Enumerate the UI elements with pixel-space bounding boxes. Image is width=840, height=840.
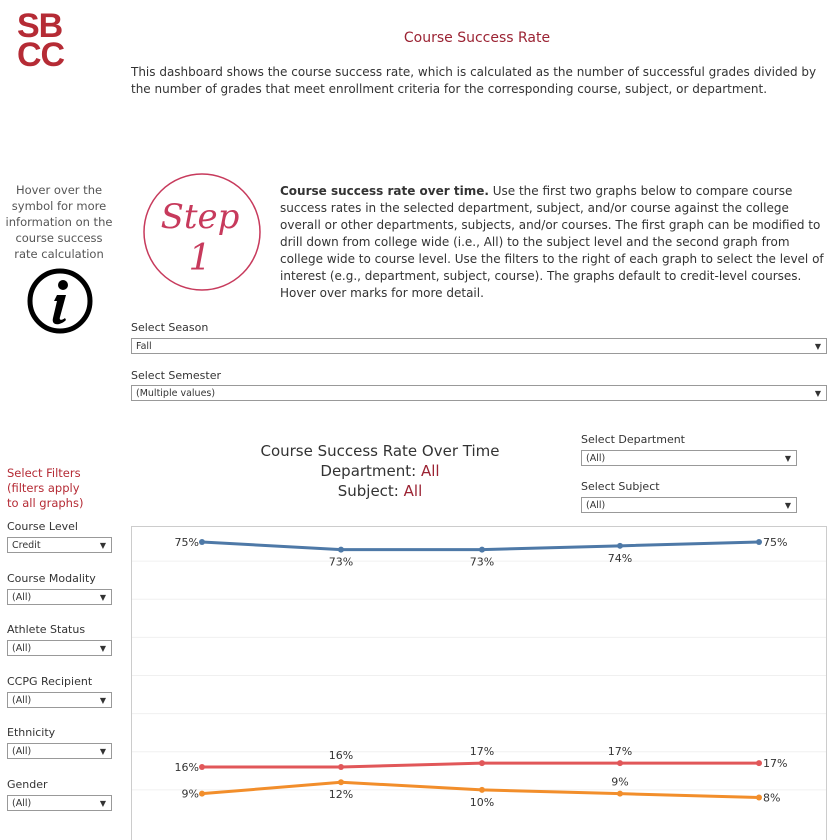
step-description: Course success rate over time. Use the f… xyxy=(280,184,824,300)
semester-label: Select Semester xyxy=(131,369,221,382)
filter-dropdown[interactable]: Credit ▼ xyxy=(7,537,112,553)
data-label: 17% xyxy=(763,757,787,770)
data-label: 9% xyxy=(611,776,628,789)
department-label: Select Department xyxy=(581,433,685,446)
filter-dropdown[interactable]: (All) ▼ xyxy=(7,640,112,657)
filter-dropdown[interactable]: (All) ▼ xyxy=(7,691,112,708)
data-label: 16% xyxy=(329,749,353,762)
data-point[interactable] xyxy=(617,760,623,767)
filter-label: Ethnicity xyxy=(7,726,56,740)
data-label: 75% xyxy=(763,536,787,549)
department-dropdown[interactable]: (All) ▼ xyxy=(581,450,797,466)
filter-label: Course Modality xyxy=(7,571,96,585)
filter-dropdown[interactable]: (All) ▼ xyxy=(7,795,112,811)
chevron-down-icon: ▼ xyxy=(99,592,106,602)
filter-label: Athlete Status xyxy=(7,623,86,637)
data-label: 16% xyxy=(175,761,199,774)
data-point[interactable] xyxy=(756,794,762,801)
data-point[interactable] xyxy=(617,542,623,549)
data-label: 10% xyxy=(470,796,494,809)
data-point[interactable] xyxy=(338,546,344,553)
data-point[interactable] xyxy=(199,763,205,770)
page-description: This dashboard shows the course success … xyxy=(131,65,817,96)
filter-label: CCPG Recipient xyxy=(7,674,93,688)
page-title: Course Success Rate xyxy=(403,30,551,46)
filter-dropdown[interactable]: (All) ▼ xyxy=(7,588,112,605)
data-label: 74% xyxy=(608,552,632,565)
data-point[interactable] xyxy=(338,779,344,786)
chevron-down-icon: ▼ xyxy=(784,501,791,510)
data-label: 12% xyxy=(329,788,353,801)
data-label: 73% xyxy=(470,556,494,569)
chevron-down-icon: ▼ xyxy=(99,747,106,757)
data-label: 8% xyxy=(763,791,780,804)
chevron-down-icon: ▼ xyxy=(99,799,106,808)
success-rate-line-chart: 75% 73% 73% 74% 75% 16% 16% 17% 17% 17% 9% 12% 10% 9%… xyxy=(131,526,827,840)
data-label: 75% xyxy=(175,536,199,549)
season-dropdown[interactable]: Fall ▼ xyxy=(131,338,827,354)
chevron-down-icon: ▼ xyxy=(784,454,791,463)
data-label: 73% xyxy=(329,556,353,569)
subject-label: Select Subject xyxy=(581,480,660,493)
filter-label: Gender xyxy=(7,778,48,791)
data-point[interactable] xyxy=(756,539,762,545)
sbcc-logo: SBCC xyxy=(17,7,65,74)
filter-label: Course Level xyxy=(7,520,78,533)
chevron-down-icon: ▼ xyxy=(99,644,106,654)
season-label: Select Season xyxy=(131,321,209,334)
data-point[interactable] xyxy=(479,760,485,767)
step-word: Step xyxy=(161,197,240,237)
chevron-down-icon: ▼ xyxy=(814,389,821,398)
data-label: 17% xyxy=(608,745,632,758)
data-point[interactable] xyxy=(199,790,205,797)
chevron-down-icon: ▼ xyxy=(814,342,821,351)
data-point[interactable] xyxy=(479,786,485,793)
filter-dropdown[interactable]: (All) ▼ xyxy=(7,743,112,760)
data-point[interactable] xyxy=(338,763,344,770)
chevron-down-icon: ▼ xyxy=(99,541,106,550)
info-icon[interactable] xyxy=(27,268,93,334)
subject-dropdown[interactable]: (All) ▼ xyxy=(581,497,797,513)
data-label: 9% xyxy=(182,788,199,801)
data-point[interactable] xyxy=(199,539,205,545)
step-number: 1 xyxy=(189,238,212,279)
semester-dropdown[interactable]: (Multiple values) ▼ xyxy=(131,385,827,401)
data-point[interactable] xyxy=(617,790,623,797)
chart-title: Course Success Rate Over Time Department:… xyxy=(260,442,500,500)
chevron-down-icon: ▼ xyxy=(99,695,106,705)
data-label: 17% xyxy=(470,745,494,758)
data-point[interactable] xyxy=(479,546,485,553)
data-point[interactable] xyxy=(756,760,762,767)
hover-instructions: Hover over the symbol for more informati… xyxy=(5,183,113,261)
filters-heading: Select Filters (filters apply to all gra… xyxy=(7,466,84,510)
